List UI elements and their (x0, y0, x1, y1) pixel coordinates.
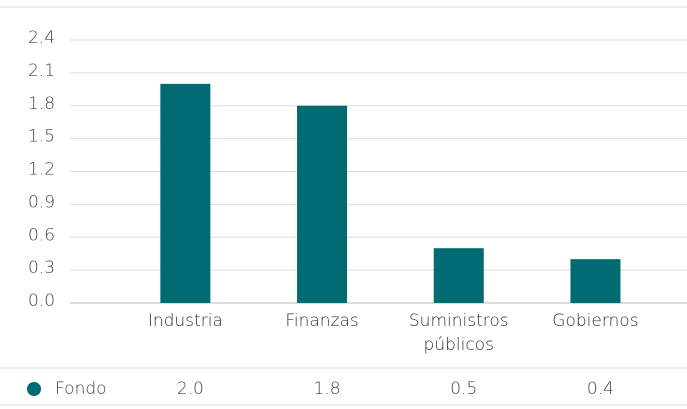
y-tick-label: 1.8 (28, 94, 55, 114)
x-tick-label: Industria (147, 311, 223, 331)
bar (433, 248, 484, 303)
bar (570, 259, 621, 303)
y-tick-label: 0.9 (28, 192, 55, 212)
y-tick-label: 1.5 (28, 127, 55, 147)
legend-marker (27, 382, 41, 396)
value-label: 0.5 (450, 379, 477, 399)
value-label: 1.8 (314, 379, 341, 399)
y-tick-label: 2.1 (28, 61, 55, 81)
x-tick-label: Finanzas (285, 311, 359, 331)
legend-label: Fondo (55, 379, 107, 399)
x-tick-label: Gobiernos (552, 311, 639, 331)
value-label: 0.4 (587, 379, 614, 399)
value-label: 2.0 (177, 379, 204, 399)
y-tick-label: 0.0 (28, 291, 55, 311)
bar (297, 105, 348, 303)
y-tick-label: 0.3 (28, 258, 55, 278)
y-tick-label: 1.2 (28, 160, 55, 180)
y-tick-label: 0.6 (28, 225, 55, 245)
bar (160, 83, 211, 303)
y-tick-label: 2.4 (28, 28, 55, 48)
x-tick-label: Suministros públicos (408, 311, 509, 355)
